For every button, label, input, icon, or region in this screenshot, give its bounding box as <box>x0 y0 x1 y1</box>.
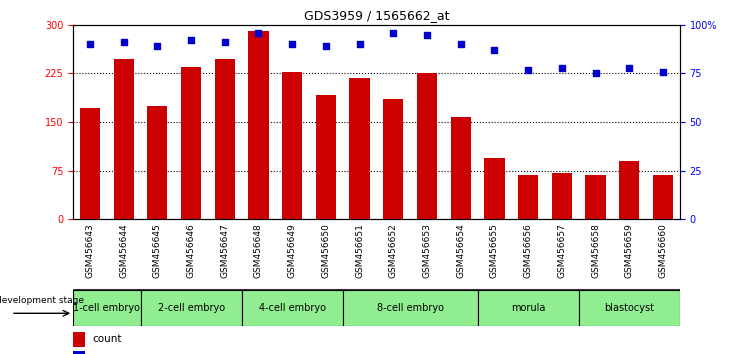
Point <box>185 38 197 43</box>
Bar <box>215 58 235 219</box>
Bar <box>477 290 579 326</box>
Bar <box>282 72 303 219</box>
Point <box>84 41 96 47</box>
Bar <box>73 332 86 347</box>
Bar <box>518 175 538 219</box>
Bar <box>485 158 504 219</box>
Bar <box>181 67 201 219</box>
Text: GSM456651: GSM456651 <box>355 223 364 278</box>
Bar <box>249 31 268 219</box>
Point <box>151 44 163 49</box>
Text: GSM456644: GSM456644 <box>119 223 128 278</box>
Text: morula: morula <box>511 303 545 313</box>
Text: GSM456659: GSM456659 <box>625 223 634 278</box>
Text: GSM456646: GSM456646 <box>186 223 196 278</box>
Text: GSM456660: GSM456660 <box>659 223 667 278</box>
Point <box>118 40 129 45</box>
Bar <box>113 58 134 219</box>
Text: 8-cell embryo: 8-cell embryo <box>376 303 444 313</box>
Text: GSM456645: GSM456645 <box>153 223 162 278</box>
Text: GSM456652: GSM456652 <box>389 223 398 278</box>
Bar <box>343 290 477 326</box>
Bar <box>73 290 140 326</box>
Text: GSM456655: GSM456655 <box>490 223 499 278</box>
Point <box>590 70 602 76</box>
Text: GSM456649: GSM456649 <box>288 223 297 278</box>
Bar <box>653 175 673 219</box>
Bar <box>349 78 370 219</box>
Bar <box>242 290 343 326</box>
Text: count: count <box>93 334 122 344</box>
Text: GSM456648: GSM456648 <box>254 223 263 278</box>
Bar <box>316 95 336 219</box>
Bar <box>80 108 100 219</box>
Point <box>219 40 230 45</box>
Text: 2-cell embryo: 2-cell embryo <box>157 303 224 313</box>
Text: GSM456657: GSM456657 <box>557 223 567 278</box>
Title: GDS3959 / 1565662_at: GDS3959 / 1565662_at <box>303 9 450 22</box>
Point <box>354 41 366 47</box>
Text: GSM456653: GSM456653 <box>423 223 431 278</box>
Bar <box>450 117 471 219</box>
Text: development stage: development stage <box>0 296 84 305</box>
Text: blastocyst: blastocyst <box>605 303 654 313</box>
Bar <box>586 175 606 219</box>
Point <box>455 41 466 47</box>
Bar <box>73 352 86 354</box>
Text: GSM456658: GSM456658 <box>591 223 600 278</box>
Text: 4-cell embryo: 4-cell embryo <box>259 303 326 313</box>
Bar <box>619 161 640 219</box>
Bar <box>579 290 680 326</box>
Point <box>320 44 332 49</box>
Point <box>253 30 265 35</box>
Bar <box>147 106 167 219</box>
Point <box>624 65 635 70</box>
Point <box>657 69 669 74</box>
Point <box>556 65 568 70</box>
Point <box>421 32 433 37</box>
Text: GSM456654: GSM456654 <box>456 223 465 278</box>
Text: GSM456650: GSM456650 <box>322 223 330 278</box>
Bar <box>140 290 242 326</box>
Text: 1-cell embryo: 1-cell embryo <box>73 303 140 313</box>
Text: GSM456656: GSM456656 <box>523 223 533 278</box>
Point <box>488 47 500 53</box>
Point <box>287 41 298 47</box>
Bar <box>383 99 404 219</box>
Text: GSM456643: GSM456643 <box>86 223 94 278</box>
Bar <box>417 73 437 219</box>
Point <box>522 67 534 72</box>
Text: GSM456647: GSM456647 <box>220 223 230 278</box>
Bar <box>552 173 572 219</box>
Point <box>387 30 399 35</box>
